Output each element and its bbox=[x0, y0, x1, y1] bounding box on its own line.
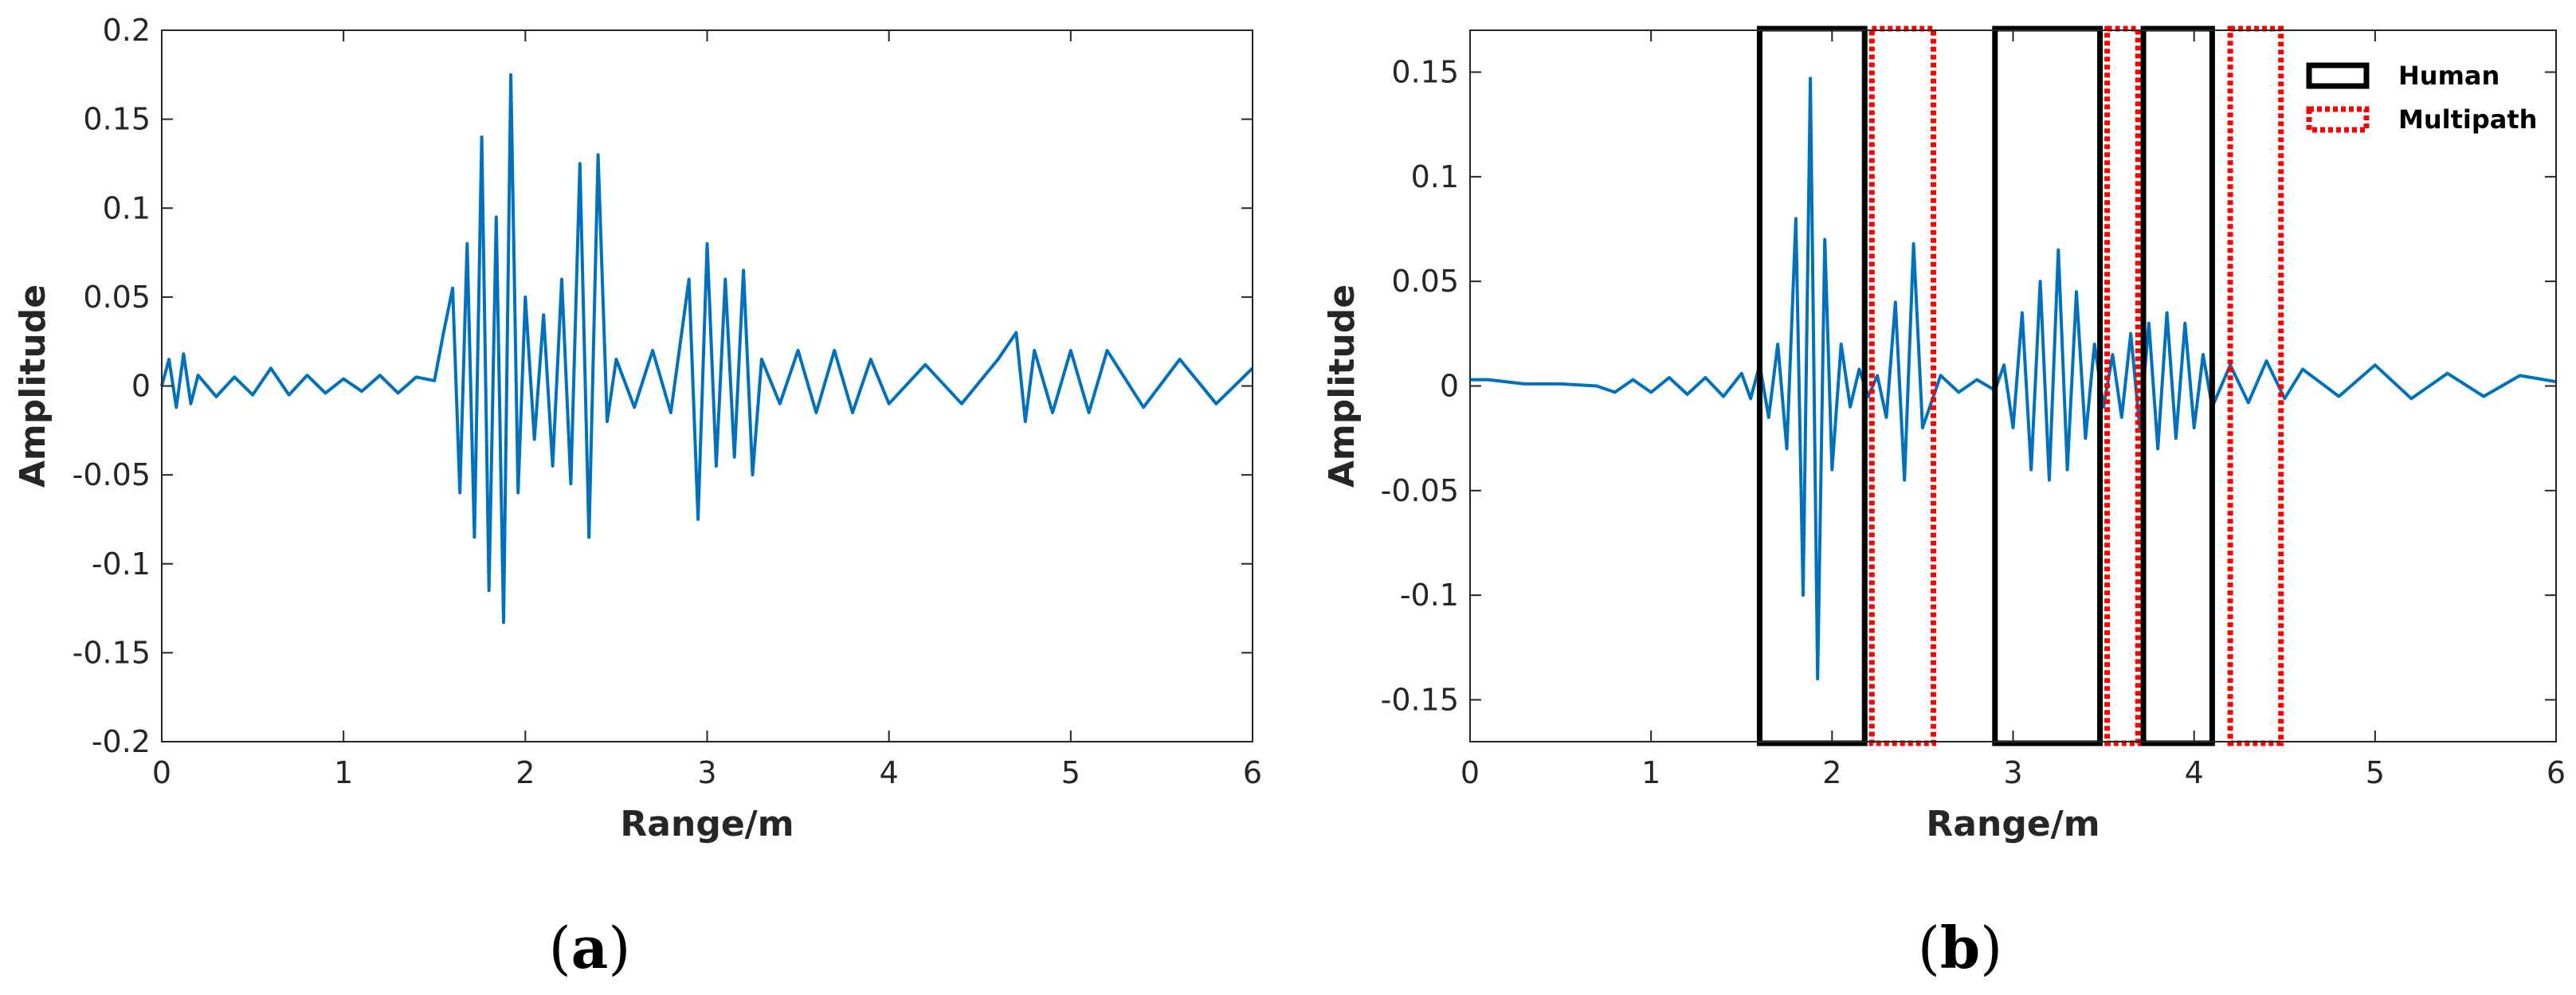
multipath-region-box bbox=[2227, 25, 2284, 746]
x-tick-label: 0 bbox=[1461, 755, 1480, 790]
y-tick-label: -0.2 bbox=[92, 724, 151, 759]
region-layer-b bbox=[1756, 25, 2284, 746]
series-line-0 bbox=[160, 72, 1254, 625]
y-tick-label: 0 bbox=[131, 369, 151, 404]
y-tick-label: -0.1 bbox=[92, 546, 151, 582]
legend-swatch-multipath bbox=[2306, 106, 2370, 133]
series-line-0 bbox=[1470, 76, 2557, 681]
x-ticks-a: 0 1 2 3 4 5 6 bbox=[152, 30, 1262, 790]
x-tick-label: 3 bbox=[697, 755, 716, 790]
x-tick-label: 2 bbox=[1822, 755, 1841, 790]
x-tick-label: 4 bbox=[880, 755, 899, 790]
x-tick-label: 1 bbox=[334, 755, 353, 790]
caption-letter-b: b bbox=[1940, 914, 1980, 981]
y-axis-label-b: Amplitude bbox=[1322, 284, 1362, 488]
chart-panel-b: 0 1 2 3 4 5 6 -0.15 -0.1 -0.05 0 0.05 0.1 0.15 Range… bbox=[1322, 25, 2566, 981]
y-tick-label: -0.05 bbox=[73, 457, 151, 492]
x-tick-label: 5 bbox=[1061, 755, 1080, 790]
x-tick-label: 4 bbox=[2185, 755, 2204, 790]
human-region-box bbox=[1992, 25, 2104, 746]
human-region-box bbox=[1756, 25, 1868, 746]
axes-frame-a bbox=[161, 29, 1253, 742]
x-tick-label: 0 bbox=[152, 755, 171, 790]
y-tick-label: 0.15 bbox=[83, 102, 151, 137]
y-ticks-a: -0.2 -0.15 -0.1 -0.05 0 0.05 0.1 0.15 0.2 bbox=[73, 13, 1253, 759]
y-axis-label-a: Amplitude bbox=[13, 284, 53, 488]
x-tick-label: 1 bbox=[1641, 755, 1660, 790]
legend-label-multipath: Multipath bbox=[2398, 104, 2537, 135]
human-region-box bbox=[2140, 25, 2215, 746]
y-tick-label: 0.05 bbox=[1391, 264, 1459, 299]
caption-letter-a: a bbox=[571, 914, 609, 981]
x-tick-label: 2 bbox=[516, 755, 535, 790]
y-tick-label: 0.2 bbox=[103, 13, 151, 48]
multipath-region-box bbox=[1868, 25, 1937, 746]
x-ticks-b: 0 1 2 3 4 5 6 bbox=[1461, 30, 2566, 790]
x-tick-label: 6 bbox=[2547, 755, 2566, 790]
legend-label-human: Human bbox=[2398, 61, 2500, 91]
x-axis-label-b: Range/m bbox=[1926, 804, 2100, 844]
legend-swatch-human bbox=[2306, 62, 2370, 89]
series-layer-b bbox=[1470, 76, 2557, 681]
y-tick-label: 0.1 bbox=[1411, 159, 1459, 194]
y-tick-label: -0.15 bbox=[1381, 682, 1459, 717]
y-tick-label: 0.15 bbox=[1391, 55, 1459, 90]
caption-b: (b) bbox=[1918, 914, 2003, 981]
chart-panel-a: 0 1 2 3 4 5 6 -0.2 -0.15 -0.1 -0.05 0 0.05 0.1 0.15 0.… bbox=[13, 13, 1262, 981]
y-tick-label: -0.1 bbox=[1400, 578, 1459, 613]
y-ticks-b: -0.15 -0.1 -0.05 0 0.05 0.1 0.15 bbox=[1381, 55, 2556, 717]
x-axis-label-a: Range/m bbox=[620, 804, 794, 844]
legend-b: Human Multipath bbox=[2306, 61, 2537, 135]
x-tick-label: 6 bbox=[1243, 755, 1262, 790]
x-tick-label: 5 bbox=[2366, 755, 2385, 790]
y-tick-label: 0.05 bbox=[83, 280, 151, 315]
multipath-region-box bbox=[2104, 25, 2141, 746]
x-tick-label: 3 bbox=[2003, 755, 2022, 790]
axes-frame-b bbox=[1469, 29, 2557, 742]
y-tick-label: 0 bbox=[1440, 369, 1459, 404]
y-tick-label: -0.05 bbox=[1381, 473, 1459, 508]
caption-a: (a) bbox=[549, 914, 631, 981]
y-tick-label: 0.1 bbox=[103, 190, 151, 225]
series-layer-a bbox=[160, 72, 1254, 625]
y-tick-label: -0.15 bbox=[73, 635, 151, 670]
